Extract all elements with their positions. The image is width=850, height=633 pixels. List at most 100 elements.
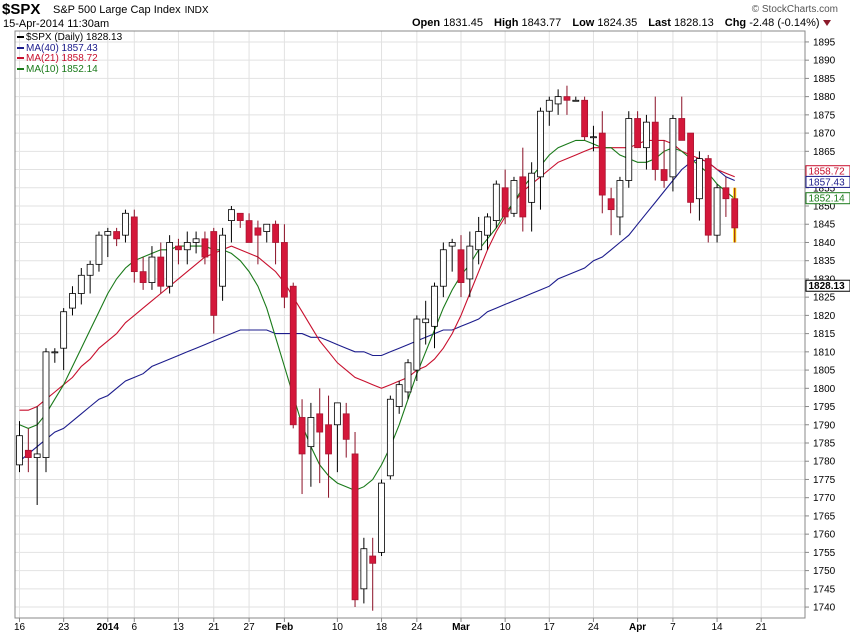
candle-body: [431, 285, 438, 327]
candle-body: [351, 453, 359, 601]
y-axis: 1740 1745 1750 1755 1760 1765 1770 1775 1780 1785…: [805, 37, 836, 614]
candle-body: [404, 362, 412, 393]
candle-body: [298, 417, 306, 455]
y-tick-label: 1870: [813, 129, 836, 140]
candle: [333, 402, 341, 473]
candle-body: [254, 227, 262, 236]
x-tick-label: 14: [712, 622, 724, 633]
candle: [386, 395, 394, 480]
candle: [598, 111, 606, 214]
y-tick-label: 1765: [813, 511, 836, 522]
candle-body: [687, 132, 694, 203]
ma10-value-box: 1852.14: [805, 192, 850, 205]
candle-body: [722, 187, 730, 200]
open-value: 1831.45: [443, 17, 483, 29]
candle: [148, 246, 156, 290]
legend-label: MA(21) 1858.72: [26, 53, 98, 64]
candle: [316, 388, 324, 484]
candle: [448, 238, 456, 272]
candle: [245, 213, 253, 243]
y-tick-label: 1750: [813, 566, 836, 577]
y-tick-label: 1800: [813, 384, 836, 395]
y-tick-label: 1755: [813, 548, 836, 559]
value-box-label: 1857.43: [809, 177, 846, 188]
candle: [537, 107, 544, 210]
candle-body: [228, 209, 235, 221]
y-tick-label: 1760: [813, 530, 836, 541]
candle-body: [528, 172, 536, 203]
candle: [95, 231, 103, 272]
candle-body: [104, 231, 112, 236]
candle: [69, 286, 76, 316]
candle: [722, 176, 730, 217]
y-tick-label: 1895: [813, 37, 836, 48]
x-tick-label: 2014: [97, 622, 120, 633]
candle: [104, 227, 112, 258]
candle: [492, 180, 500, 228]
candles: [16, 85, 739, 611]
candle: [643, 114, 650, 170]
y-tick-label: 1805: [813, 366, 836, 377]
candle: [395, 381, 403, 414]
candle-body: [369, 555, 377, 564]
exchange: INDX: [184, 5, 209, 16]
candle-body: [77, 274, 85, 294]
y-tick-label: 1790: [813, 420, 836, 431]
x-axis: 16 23 2014 6 13 21 27 Feb 10 18 24 Mar 10 17 24 Apr 7 14 2…: [14, 618, 767, 633]
candle-body: [139, 271, 147, 283]
candle-body: [545, 99, 553, 112]
candle-body: [333, 402, 341, 426]
candle-body: [245, 220, 253, 243]
candle-body: [413, 318, 421, 371]
candle-body: [598, 132, 606, 196]
candle: [228, 206, 235, 243]
candle: [554, 89, 562, 115]
candle: [139, 257, 147, 290]
candle: [42, 348, 50, 473]
candle-body: [439, 249, 447, 287]
candle: [378, 479, 385, 557]
legend: $SPX (Daily) 1828.13 MA(40) 1857.43 MA(2…: [17, 32, 122, 75]
candle: [201, 231, 209, 265]
candle-body: [183, 242, 191, 251]
candle: [475, 216, 483, 265]
candle: [501, 169, 509, 225]
y-tick-label: 1810: [813, 347, 836, 358]
candle-body: [316, 413, 324, 433]
candle: [166, 235, 174, 294]
legend-swatch: [17, 67, 24, 70]
candle-body: [572, 99, 580, 102]
y-tick-label: 1835: [813, 256, 836, 267]
candle: [422, 300, 430, 345]
candle: [519, 147, 527, 232]
value-box-frame: [805, 279, 850, 292]
x-tick-label: 21: [756, 622, 768, 633]
candle: [60, 308, 68, 371]
y-tick-label: 1770: [813, 493, 836, 504]
last-label: Last: [648, 17, 671, 29]
candle-body: [501, 187, 509, 218]
candle: [219, 227, 226, 301]
candle-body: [625, 118, 633, 181]
y-tick-label: 1780: [813, 457, 836, 468]
high-value: 1843.77: [521, 17, 562, 29]
x-tick-label: 6: [132, 622, 138, 633]
y-tick-label: 1880: [813, 92, 836, 103]
symbol-title: S&P 500 Large Cap Index INDX: [53, 4, 209, 16]
candle-body: [607, 198, 615, 211]
candle: [457, 235, 465, 298]
value-box-label: 1852.14: [809, 194, 846, 205]
candle: [77, 267, 85, 305]
candle-body: [616, 180, 624, 218]
plot-border: [14, 30, 806, 619]
candle-body: [634, 118, 641, 149]
ma-line-ma10: [19, 139, 736, 491]
x-tick-label: Apr: [629, 622, 646, 633]
candle-body: [148, 256, 156, 283]
y-tick-label: 1885: [813, 74, 836, 85]
value-box-frame: [805, 175, 850, 188]
candle: [572, 96, 580, 102]
candle: [696, 151, 703, 221]
value-box-frame: [805, 192, 850, 205]
y-tick-label: 1795: [813, 402, 836, 413]
